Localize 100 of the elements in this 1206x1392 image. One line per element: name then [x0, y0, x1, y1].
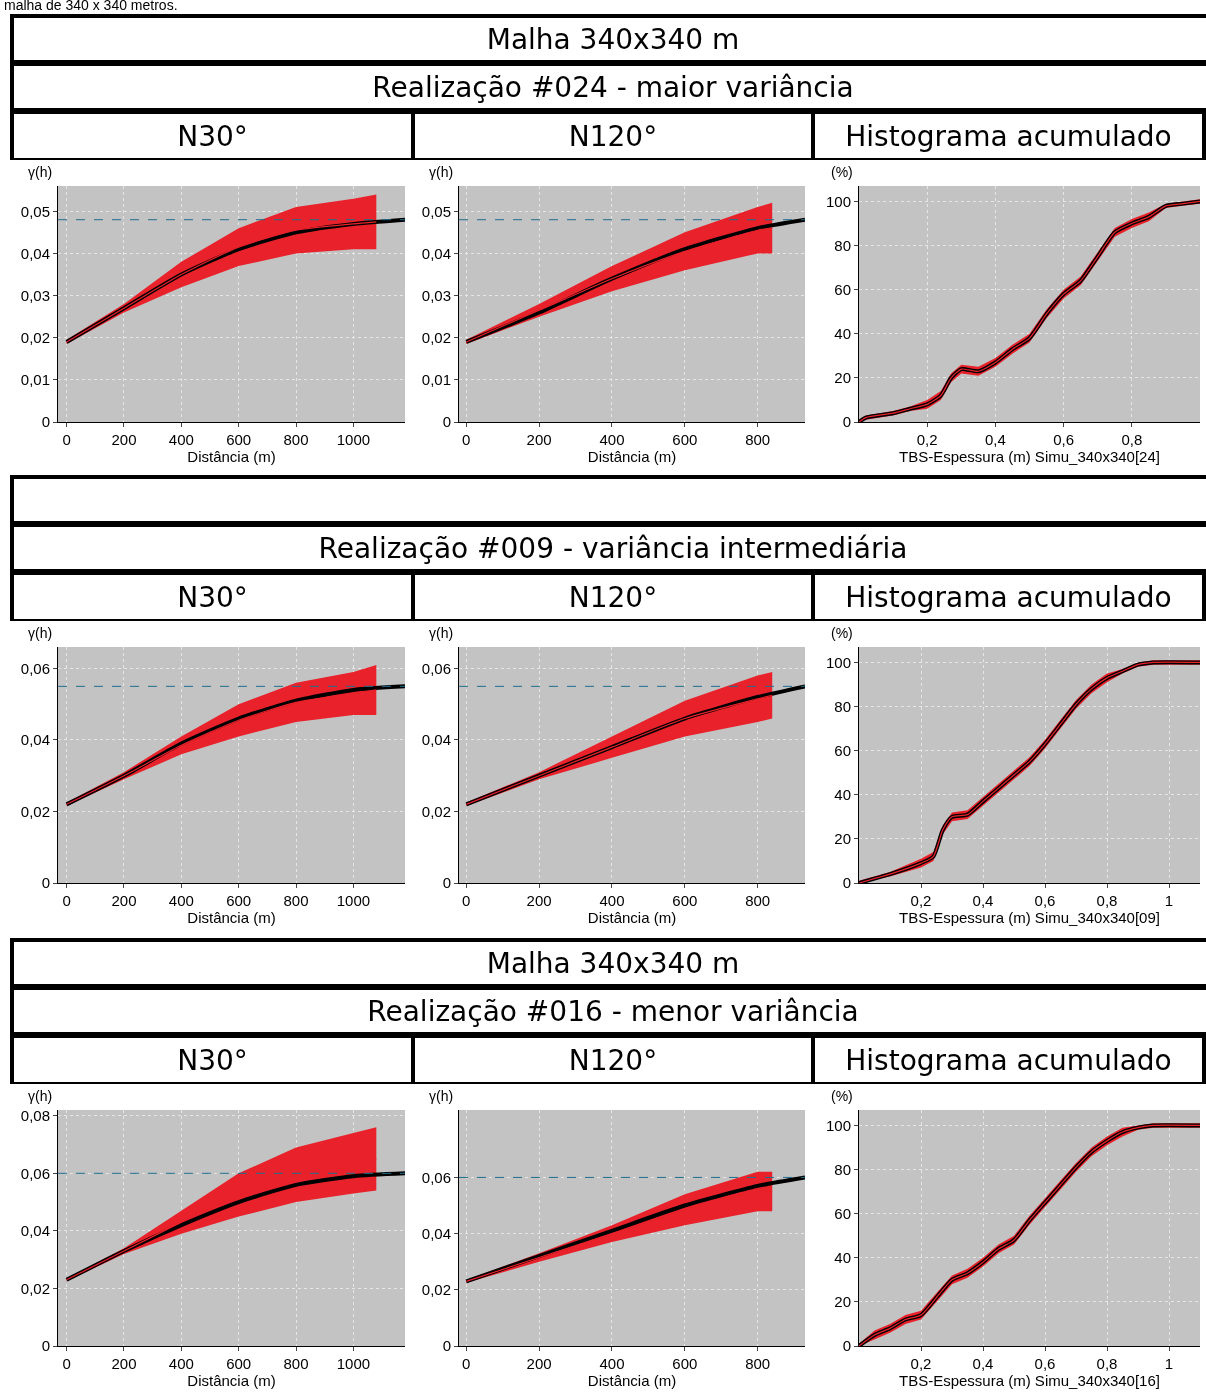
y-axis-title: γ(h): [429, 164, 454, 180]
x-tick-label: 1: [1164, 892, 1174, 909]
y-tick-label: 0,02: [421, 1281, 451, 1299]
x-tick-label: 400: [168, 892, 194, 909]
x-axis-title: Distância (m): [187, 909, 276, 926]
x-tick-label: 0,4: [984, 431, 1006, 448]
chart-title: Histograma acumulado: [811, 1034, 1206, 1086]
y-axis-title: (%): [831, 625, 853, 641]
x-tick-label: 200: [526, 1355, 552, 1372]
x-tick-label: 800: [283, 892, 309, 909]
y-tick-label: 40: [834, 1249, 851, 1267]
y-tick-label: 0,04: [20, 1222, 50, 1240]
y-tick-label: 0,02: [421, 802, 451, 820]
x-tick-label: 600: [226, 1355, 252, 1372]
y-tick-label: 0,04: [421, 731, 451, 749]
y-tick-label: 0: [41, 1337, 50, 1355]
x-tick-label: 800: [283, 431, 309, 448]
x-tick-label: 0: [62, 431, 71, 448]
x-tick-label: 0,2: [910, 892, 932, 909]
y-tick-label: 0: [442, 1337, 451, 1355]
y-tick-label: 0,05: [421, 202, 451, 220]
y-tick-label: 0: [842, 413, 851, 431]
x-tick-label: 1: [1164, 1355, 1174, 1372]
chart-title: N120°: [411, 110, 815, 162]
y-tick-label: 0: [442, 874, 451, 892]
x-axis-title: TBS-Espessura (m) Simu_340x340[09]: [899, 909, 1160, 926]
y-tick-label: 80: [834, 236, 851, 254]
y-tick-label: 0,06: [421, 1168, 451, 1186]
y-tick-label: 0,03: [20, 286, 50, 304]
y-tick-label: 100: [825, 192, 851, 210]
y-axis-title: (%): [831, 164, 853, 180]
y-tick-label: 20: [834, 369, 851, 387]
x-tick-label: 600: [672, 1355, 698, 1372]
y-tick-label: 80: [834, 697, 851, 715]
chart-title: N30°: [10, 110, 415, 162]
x-tick-label: 800: [745, 1355, 771, 1372]
x-tick-label: 0,4: [972, 1355, 994, 1372]
chart-title: N30°: [10, 1034, 415, 1086]
x-tick-label: 600: [226, 892, 252, 909]
x-tick-label: 0,8: [1096, 1355, 1118, 1372]
text: Realização #009 - variância intermediária: [10, 523, 1206, 573]
y-tick-label: 20: [834, 830, 851, 848]
text: Malha 340x340 m: [10, 938, 1206, 988]
y-tick-label: 0,08: [20, 1107, 50, 1125]
y-tick-label: 0,01: [20, 371, 50, 389]
x-tick-label: 0,6: [1053, 431, 1075, 448]
x-tick-label: 0,6: [1034, 1355, 1056, 1372]
x-tick-label: 0: [462, 431, 471, 448]
x-axis-title: Distância (m): [587, 909, 677, 926]
y-tick-label: 0,05: [20, 202, 50, 220]
y-tick-label: 0,04: [421, 244, 451, 262]
x-tick-label: 400: [599, 892, 625, 909]
x-tick-label: 1000: [336, 1355, 371, 1372]
x-tick-label: 400: [599, 1355, 625, 1372]
y-tick-label: 0,02: [20, 328, 50, 346]
y-tick-label: 0,02: [20, 802, 50, 820]
x-tick-label: 0: [462, 1355, 471, 1372]
x-tick-label: 0,6: [1034, 892, 1056, 909]
y-axis-title: γ(h): [429, 625, 454, 641]
y-tick-label: 0,02: [421, 328, 451, 346]
y-tick-label: 0,06: [20, 659, 50, 677]
y-axis-title: (%): [831, 1088, 853, 1104]
y-axis-title: γ(h): [28, 625, 53, 641]
y-tick-label: 40: [834, 786, 851, 804]
x-axis-title: Distância (m): [587, 1372, 677, 1389]
y-tick-label: 60: [834, 741, 851, 759]
x-tick-label: 800: [283, 1355, 309, 1372]
x-axis-title: TBS-Espessura (m) Simu_340x340[16]: [899, 1372, 1160, 1389]
y-tick-label: 40: [834, 325, 851, 343]
x-tick-label: 200: [111, 431, 137, 448]
chart-title: Histograma acumulado: [811, 571, 1206, 623]
y-tick-label: 0,06: [20, 1164, 50, 1182]
x-tick-label: 600: [672, 431, 698, 448]
y-tick-label: 100: [825, 653, 851, 671]
x-tick-label: 0: [462, 892, 471, 909]
x-tick-label: 1000: [336, 431, 371, 448]
y-tick-label: 80: [834, 1160, 851, 1178]
x-tick-label: 0,4: [972, 892, 994, 909]
y-tick-label: 0: [41, 413, 50, 431]
x-tick-label: 600: [226, 431, 252, 448]
text: Realização #016 - menor variância: [10, 986, 1206, 1036]
y-tick-label: 0: [41, 874, 50, 892]
y-tick-label: 0: [442, 413, 451, 431]
text: Malha 340x340 m: [10, 14, 1206, 64]
x-tick-label: 0: [62, 892, 71, 909]
x-tick-label: 800: [745, 892, 771, 909]
x-tick-label: 400: [168, 431, 194, 448]
y-tick-label: 60: [834, 280, 851, 298]
y-tick-label: 0,04: [421, 1224, 451, 1242]
y-axis-title: γ(h): [429, 1088, 454, 1104]
y-axis-title: γ(h): [28, 1088, 53, 1104]
y-tick-label: 0,03: [421, 286, 451, 304]
chart-title: N120°: [411, 1034, 815, 1086]
y-tick-label: 0,04: [20, 244, 50, 262]
x-tick-label: 400: [599, 431, 625, 448]
x-axis-title: Distância (m): [187, 448, 276, 465]
chart-title: Histograma acumulado: [811, 110, 1206, 162]
y-tick-label: 100: [825, 1116, 851, 1134]
chart-title: N30°: [10, 571, 415, 623]
x-axis-title: Distância (m): [187, 1372, 276, 1389]
